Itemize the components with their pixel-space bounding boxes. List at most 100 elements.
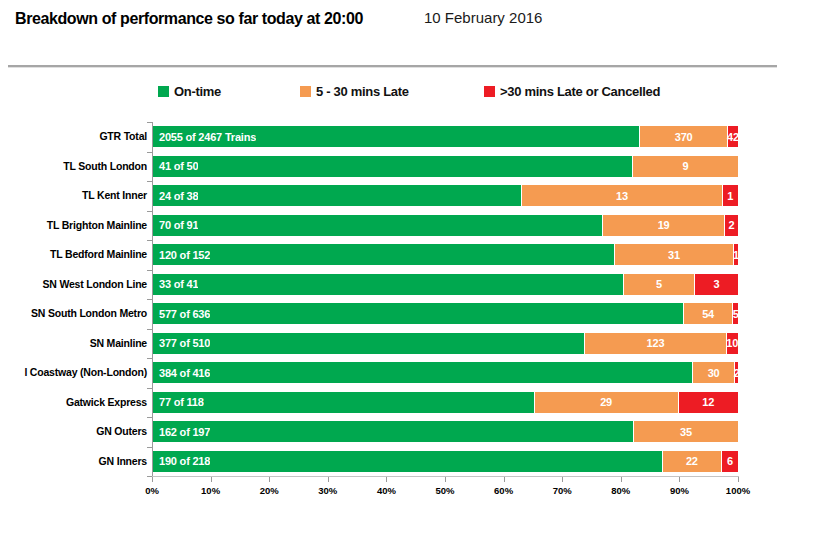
bar-value-label: 13: [616, 190, 628, 202]
legend-item-2: >30 mins Late or Cancelled: [484, 84, 660, 99]
bar-stack: 2055 of 2467 Trains37042: [153, 126, 738, 147]
bar-value-label: 19: [658, 219, 670, 231]
bar-value-label: 9: [682, 160, 688, 172]
bar-segment-cancelled: 3: [695, 274, 738, 295]
bar-segment-cancelled: 2: [735, 362, 738, 383]
bar-value-label: 35: [680, 426, 692, 438]
x-axis-tick: [504, 477, 505, 482]
bar-stack: 41 of 50 9: [153, 156, 738, 177]
legend-label: 5 - 30 mins Late: [316, 84, 409, 99]
bar-stack: 33 of 4153: [153, 274, 738, 295]
bar-value-label: 77 of 118: [153, 396, 204, 408]
category-label: SN West London Line: [0, 274, 147, 295]
y-axis-tick: [147, 388, 152, 389]
bar-value-label: 2: [734, 367, 740, 379]
x-axis-label: 90%: [657, 485, 701, 496]
bar-value-label: 54: [702, 308, 714, 320]
bar-segment-cancelled: 10: [727, 333, 738, 354]
chart-row: TL South London 41 of 50 9: [0, 156, 830, 177]
bar-stack: 162 of 197 35: [153, 421, 738, 442]
header-divider: [8, 65, 777, 68]
legend-label: >30 mins Late or Cancelled: [500, 84, 660, 99]
bar-value-label: 1: [727, 190, 733, 202]
y-axis-tick: [147, 299, 152, 300]
y-axis-tick: [147, 358, 152, 359]
x-axis-tick: [445, 477, 446, 482]
x-axis-label: 20%: [247, 485, 291, 496]
category-label: SN South London Metro: [0, 303, 147, 324]
bar-segment-on-time: 384 of 416: [153, 362, 693, 383]
bar-value-label: 370: [675, 131, 693, 143]
bar-value-label: 41 of 50: [153, 160, 198, 172]
chart-legend: On-time 5 - 30 mins Late >30 mins Late or …: [0, 84, 830, 102]
bar-segment-on-time: 190 of 218: [153, 451, 663, 472]
chart-row: SN Mainline377 of 51012310: [0, 333, 830, 354]
bar-stack: 377 of 51012310: [153, 333, 738, 354]
bar-segment-late: 19: [603, 215, 725, 236]
bar-value-label: 162 of 197: [153, 426, 210, 438]
bar-segment-on-time: 24 of 38: [153, 185, 522, 206]
legend-item-1: 5 - 30 mins Late: [300, 84, 409, 99]
bar-value-label: 1: [733, 249, 739, 261]
category-label: TL South London: [0, 156, 147, 177]
chart-row: GTR Total2055 of 2467 Trains37042: [0, 126, 830, 147]
bar-value-label: 5: [656, 278, 662, 290]
bar-segment-on-time: 41 of 50: [153, 156, 633, 177]
x-axis-tick: [269, 477, 270, 482]
bar-value-label: 6: [727, 455, 733, 467]
category-label: l Coastway (Non-London): [0, 362, 147, 383]
y-axis-tick: [147, 181, 152, 182]
bar-value-label: 120 of 152: [153, 249, 210, 261]
legend-label: On-time: [174, 84, 221, 99]
x-axis-tick: [211, 477, 212, 482]
bar-segment-late: 35: [634, 421, 738, 442]
chart-row: GN Outers162 of 19735: [0, 421, 830, 442]
bar-segment-cancelled: 5: [733, 303, 738, 324]
bar-segment-on-time: 120 of 152: [153, 244, 615, 265]
bar-value-label: 31: [668, 249, 680, 261]
y-axis-tick: [147, 122, 152, 123]
bar-segment-on-time: 77 of 118: [153, 392, 535, 413]
bar-value-label: 5: [733, 308, 739, 320]
bar-value-label: 22: [686, 455, 698, 467]
page-title: Breakdown of performance so far today at…: [15, 10, 363, 28]
bar-value-label: 12: [702, 396, 714, 408]
category-label: TL Kent Inner: [0, 185, 147, 206]
category-label: Gatwick Express: [0, 392, 147, 413]
bar-segment-late: 22: [663, 451, 722, 472]
bar-stack: 190 of 218 22 6: [153, 451, 738, 472]
bar-stack: 120 of 152 31 1: [153, 244, 738, 265]
x-axis-tick: [738, 477, 739, 482]
x-axis-label: 10%: [189, 485, 233, 496]
legend-item-0: On-time: [158, 84, 221, 99]
bar-segment-late: 30: [693, 362, 735, 383]
y-axis-tick: [147, 270, 152, 271]
bar-value-label: 384 of 416: [153, 367, 210, 379]
chart-row: TL Brighton Mainline70 of 91192: [0, 215, 830, 236]
bar-segment-late: 370: [640, 126, 728, 147]
x-axis-tick: [386, 477, 387, 482]
bar-segment-cancelled: 6: [722, 451, 738, 472]
category-label: SN Mainline: [0, 333, 147, 354]
category-label: GTR Total: [0, 126, 147, 147]
bar-value-label: 29: [600, 396, 612, 408]
category-label: GN Inners: [0, 451, 147, 472]
bar-segment-cancelled: 1: [723, 185, 738, 206]
bar-value-label: 123: [647, 337, 665, 349]
x-axis-label: 100%: [716, 485, 760, 496]
legend-swatch: [300, 86, 311, 97]
bar-value-label: 2: [729, 219, 735, 231]
x-axis-label: 50%: [423, 485, 467, 496]
bar-stack: 577 of 636 54 5: [153, 303, 738, 324]
x-axis-label: 30%: [306, 485, 350, 496]
bar-value-label: 30: [708, 367, 720, 379]
y-axis-tick: [147, 447, 152, 448]
bar-segment-late: 31: [615, 244, 734, 265]
bar-value-label: 577 of 636: [153, 308, 210, 320]
report-date: 10 February 2016: [424, 9, 542, 26]
bar-segment-cancelled: 42: [728, 126, 738, 147]
chart-row: l Coastway (Non-London) 384 of 416 30 2: [0, 362, 830, 383]
bar-segment-cancelled: 1: [734, 244, 738, 265]
chart-row: SN West London Line33 of 4153: [0, 274, 830, 295]
bar-value-label: 190 of 218: [153, 455, 210, 467]
